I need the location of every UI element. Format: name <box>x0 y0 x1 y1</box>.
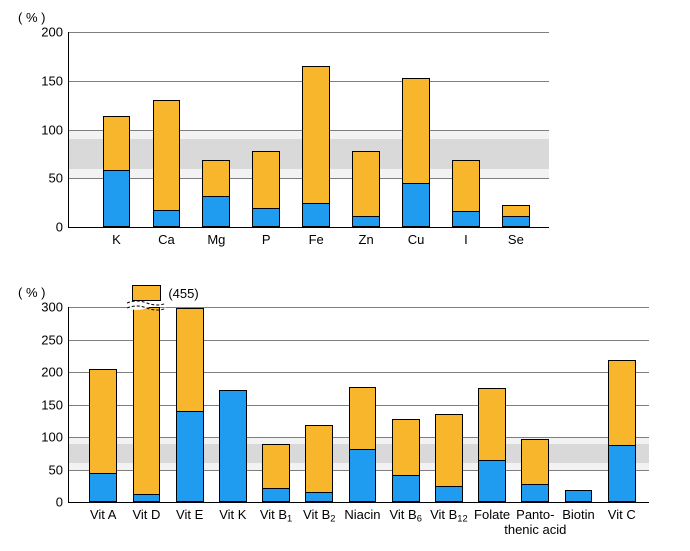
y-tick-label: 150 <box>41 397 69 412</box>
bar-lower <box>153 210 181 227</box>
bar-lower <box>133 494 161 502</box>
bar-upper <box>435 414 463 486</box>
bar-lower <box>262 488 290 502</box>
bar-upper <box>153 100 181 210</box>
bar-group <box>435 307 463 502</box>
bar-upper <box>133 307 161 494</box>
y-tick-label: 200 <box>41 365 69 380</box>
bar-upper <box>176 308 204 411</box>
bar-upper <box>305 425 333 491</box>
bar-lower <box>103 170 131 227</box>
bar-group <box>305 307 333 502</box>
bar-lower <box>252 208 280 228</box>
y-tick-label: 250 <box>41 332 69 347</box>
bar-upper <box>402 78 430 183</box>
y-tick-label: 50 <box>49 462 69 477</box>
bar-upper <box>89 369 117 473</box>
overflow-value-label: (455) <box>168 286 198 301</box>
bar-group <box>349 307 377 502</box>
bar-upper <box>252 151 280 208</box>
bar-upper <box>608 360 636 445</box>
x-category-label: Vit C <box>592 502 652 523</box>
vitamins-chart: ( % ) 050100150200250300Vit A(455)Vit DVi… <box>0 0 690 551</box>
plot-area: 050100150200250300Vit A(455)Vit DVit EVi… <box>68 307 649 503</box>
bar-lower <box>302 203 330 227</box>
bar-upper <box>262 444 290 488</box>
axis-break-icon <box>127 298 167 312</box>
bar-lower <box>435 486 463 502</box>
bar-lower <box>478 460 506 502</box>
bar-group <box>521 307 549 502</box>
bar-group <box>565 307 593 502</box>
y-tick-label: 300 <box>41 300 69 315</box>
bar-upper <box>352 151 380 216</box>
bar-group: (455) <box>133 307 161 502</box>
bar-lower <box>89 473 117 502</box>
page: { "colors": { "lower_bar": "#1f9cf0", "u… <box>0 0 690 551</box>
y-unit-label: ( % ) <box>18 285 45 300</box>
bar-lower <box>402 183 430 227</box>
bar-upper <box>392 419 420 474</box>
bar-group <box>89 307 117 502</box>
bar-group <box>392 307 420 502</box>
bar-lower <box>521 484 549 502</box>
bar-upper <box>521 439 549 485</box>
bar-group <box>219 307 247 502</box>
bar-lower <box>565 490 593 502</box>
bar-lower <box>349 449 377 502</box>
bar-upper <box>478 388 506 460</box>
bar-group <box>176 307 204 502</box>
bar-lower <box>392 475 420 502</box>
bar-group <box>262 307 290 502</box>
bar-lower <box>176 411 204 502</box>
bar-upper <box>452 160 480 212</box>
bar-group <box>478 307 506 502</box>
bar-upper <box>349 387 377 449</box>
bar-lower <box>452 211 480 227</box>
bar-upper <box>302 66 330 203</box>
bar-lower <box>219 390 247 502</box>
bar-lower <box>202 196 230 227</box>
bar-upper <box>202 160 230 196</box>
bar-lower <box>305 492 333 502</box>
bar-upper <box>103 116 131 171</box>
bar-group <box>608 307 636 502</box>
y-tick-label: 100 <box>41 430 69 445</box>
y-tick-label: 0 <box>56 495 69 510</box>
bar-upper <box>502 205 530 217</box>
bar-lower <box>352 216 380 227</box>
bar-lower <box>608 445 636 502</box>
bar-lower <box>502 216 530 227</box>
